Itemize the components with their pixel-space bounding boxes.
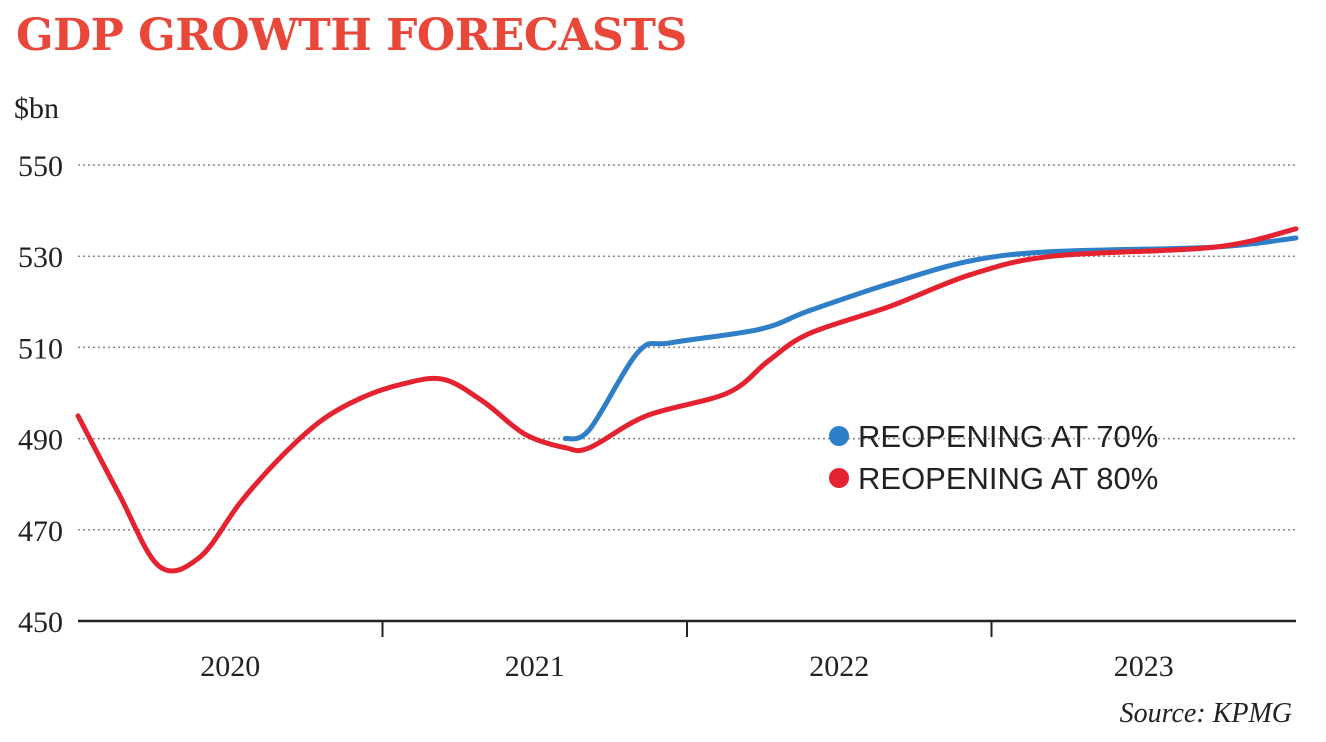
legend-label: REOPENING AT 70% [858, 419, 1158, 454]
y-tick-label: 490 [18, 424, 63, 457]
legend-label: REOPENING AT 80% [858, 461, 1158, 496]
chart-title: GDP GROWTH FORECASTS [16, 10, 687, 61]
x-tick-label: 2021 [505, 650, 565, 683]
legend-marker [829, 468, 849, 488]
x-tick-label: 2022 [809, 650, 869, 683]
y-axis-ticks: 450 470 490 510 530 550 [18, 150, 63, 639]
y-tick-label: 470 [18, 515, 63, 548]
x-tick-label: 2020 [200, 650, 260, 683]
y-tick-label: 550 [18, 150, 63, 183]
y-axis-label: $bn [14, 92, 59, 125]
series-line-2 [75, 226, 1299, 574]
legend: REOPENING AT 70% REOPENING AT 80% [829, 419, 1158, 496]
series-lines [75, 226, 1299, 574]
x-axis-ticks: 2020 2021 2022 2023 [200, 621, 1174, 683]
source-note: Source: KPMG [1119, 698, 1292, 729]
x-tick-label: 2023 [1114, 650, 1174, 683]
y-tick-label: 450 [18, 606, 63, 639]
y-tick-label: 510 [18, 332, 63, 365]
gridlines [78, 164, 1296, 531]
y-tick-label: 530 [18, 241, 63, 274]
legend-marker [829, 426, 849, 446]
